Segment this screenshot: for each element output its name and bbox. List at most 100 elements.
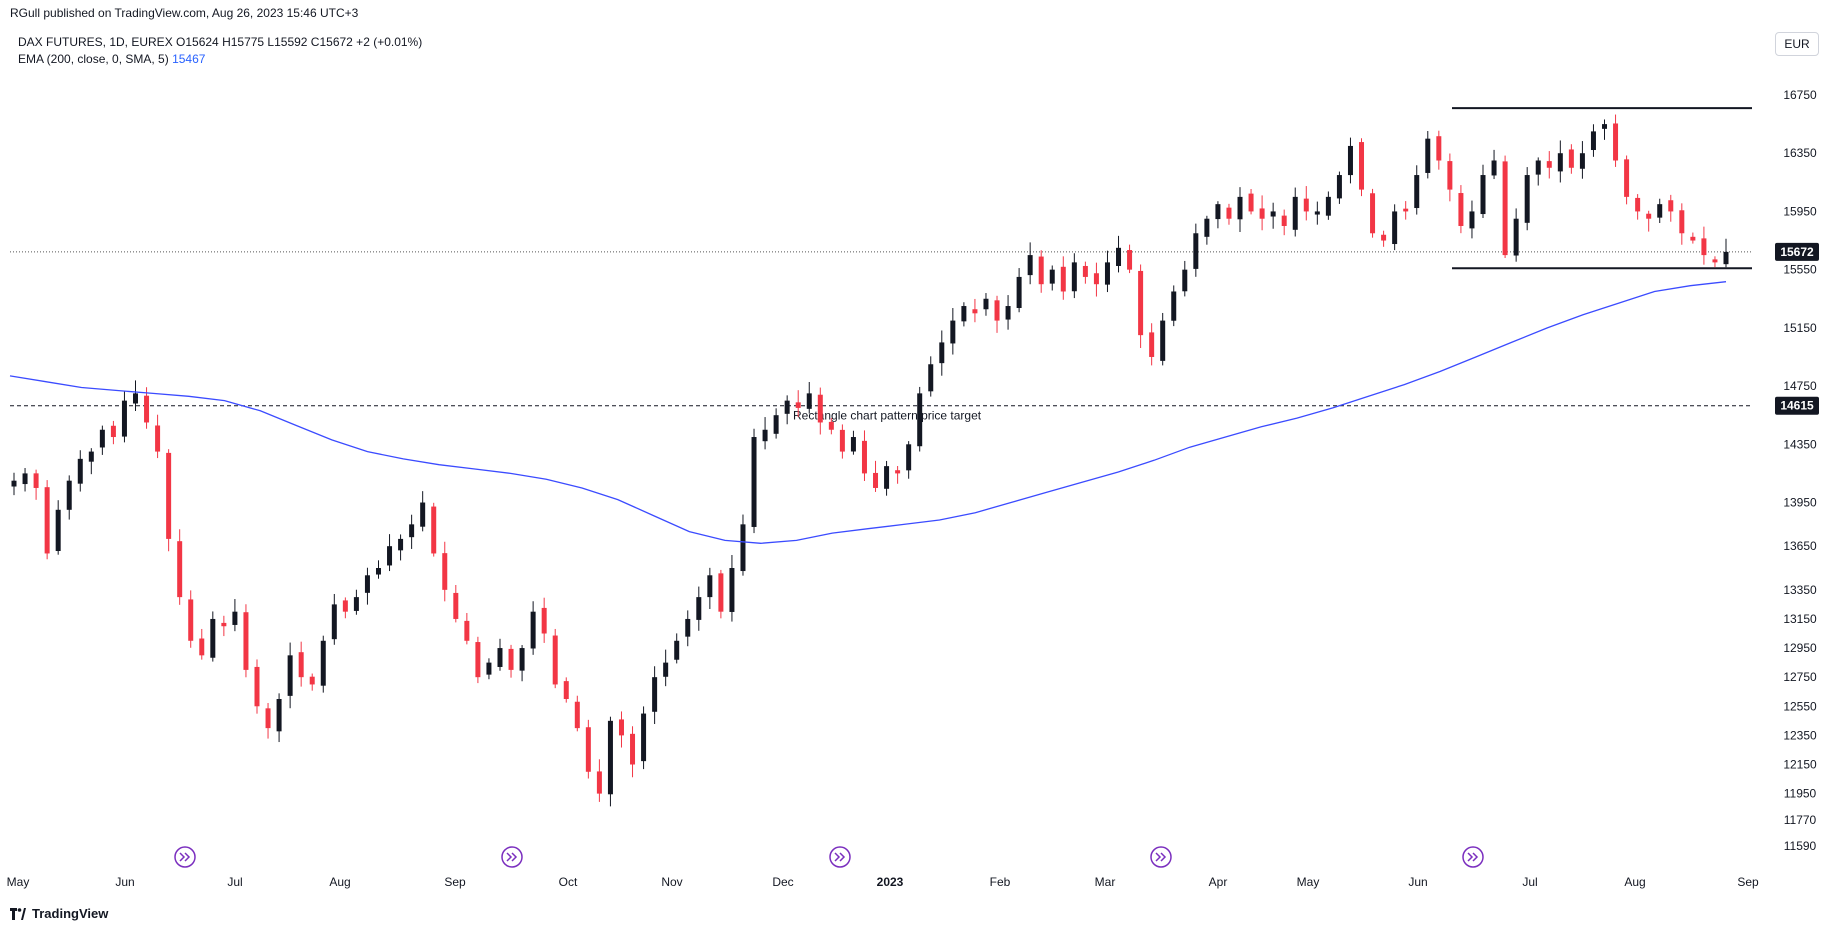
candle-body — [685, 618, 691, 637]
chart-legend: DAX FUTURES, 1D, EUREX O15624 H15775 L15… — [18, 34, 422, 68]
event-arrows — [1155, 852, 1167, 862]
tradingview-footer: TradingView — [10, 906, 108, 921]
currency-button[interactable]: EUR — [1775, 32, 1819, 56]
candle-body — [475, 642, 481, 678]
candle-body — [1104, 262, 1110, 285]
y-tick-label: 12950 — [1783, 641, 1817, 655]
candle-body — [873, 472, 879, 488]
x-tick-label: Aug — [329, 875, 350, 889]
candle-body — [817, 394, 823, 423]
candle-body — [1579, 153, 1585, 169]
candle-body — [1325, 196, 1331, 216]
target-price-label-text: 14615 — [1780, 399, 1814, 413]
candle-body — [1005, 306, 1011, 320]
candle-body — [663, 662, 669, 677]
candle-body — [1624, 159, 1630, 197]
y-tick-label: 13350 — [1783, 583, 1817, 597]
candle-body — [972, 309, 978, 314]
candle-body — [1657, 204, 1663, 218]
event-circle — [1150, 846, 1172, 868]
candle-body — [641, 713, 647, 762]
candle-body — [144, 395, 150, 423]
candle-body — [375, 568, 381, 575]
candle-body — [795, 402, 801, 408]
candle-body — [1447, 161, 1453, 190]
event-arrows — [179, 852, 191, 862]
candle-body — [364, 575, 370, 593]
candle-body — [243, 612, 249, 670]
candle-body — [1690, 236, 1696, 241]
candle-body — [939, 342, 945, 364]
candle-body — [1646, 213, 1652, 219]
candle-body — [1458, 193, 1464, 226]
y-tick-label: 11590 — [1784, 839, 1817, 853]
candle-body — [1049, 269, 1055, 284]
candle-body — [1336, 175, 1342, 199]
candle-body — [1127, 250, 1133, 270]
candle-body — [1590, 131, 1596, 151]
candle-body — [1160, 320, 1166, 361]
candle-body — [751, 437, 757, 527]
candle-body — [652, 677, 658, 712]
candle-body — [585, 727, 591, 772]
x-tick-label: Jun — [1408, 875, 1427, 889]
x-tick-label: Sep — [1737, 875, 1759, 889]
candle-body — [44, 487, 50, 554]
candle-body — [762, 429, 768, 442]
candle-body — [1149, 332, 1155, 357]
x-tick-label: Dec — [772, 875, 793, 889]
candle-body — [618, 719, 624, 736]
ema-value: 15467 — [172, 52, 206, 66]
candle-body — [298, 652, 304, 678]
y-tick-label: 14750 — [1783, 379, 1817, 393]
event-circle — [174, 846, 196, 868]
candle-body — [276, 699, 282, 732]
x-tick-label: Jun — [115, 875, 134, 889]
y-tick-label: 11950 — [1784, 787, 1817, 801]
candle-body — [199, 638, 205, 656]
candle-body — [1392, 211, 1398, 245]
candle-body — [1403, 208, 1409, 212]
y-tick-label: 13950 — [1783, 496, 1817, 510]
candle-body — [1491, 160, 1497, 176]
y-tick-label: 12150 — [1783, 757, 1817, 771]
candle-body — [1071, 262, 1077, 292]
candle-body — [1193, 233, 1199, 269]
event-marker-icon — [501, 846, 523, 868]
candle-body — [398, 538, 404, 551]
candle-body — [1347, 145, 1353, 176]
candle-body — [1414, 175, 1420, 209]
candle-body — [1668, 200, 1674, 212]
candle-body — [884, 466, 890, 489]
candle-body — [22, 473, 28, 485]
y-tick-label: 14350 — [1783, 437, 1817, 451]
candle-body — [1204, 218, 1210, 237]
candle-body — [287, 655, 293, 696]
candle-body — [1314, 211, 1320, 215]
candle-body — [674, 640, 680, 660]
tradingview-logo-icon — [10, 907, 26, 920]
x-tick-label: Oct — [559, 875, 578, 889]
candle-body — [1038, 256, 1044, 285]
event-marker-icon — [1150, 846, 1172, 868]
candle-body — [718, 573, 724, 612]
y-tick-label: 12350 — [1783, 728, 1817, 742]
candle-body — [806, 393, 812, 409]
x-tick-label: Feb — [990, 875, 1011, 889]
event-marker-icon — [174, 846, 196, 868]
candle-body — [1138, 270, 1144, 336]
candle-body — [1535, 160, 1541, 175]
candle-body — [1359, 142, 1365, 190]
candle-body — [342, 600, 348, 612]
candle-body — [1370, 193, 1376, 234]
candle-body — [1270, 211, 1276, 217]
x-tick-label: Sep — [444, 875, 466, 889]
candle-body — [1237, 196, 1243, 220]
candle-body — [1281, 215, 1287, 226]
candle-body — [166, 452, 172, 539]
candle-body — [331, 604, 337, 640]
candle-body — [1381, 234, 1387, 241]
candle-body — [596, 771, 602, 794]
candle-body — [1524, 175, 1530, 223]
